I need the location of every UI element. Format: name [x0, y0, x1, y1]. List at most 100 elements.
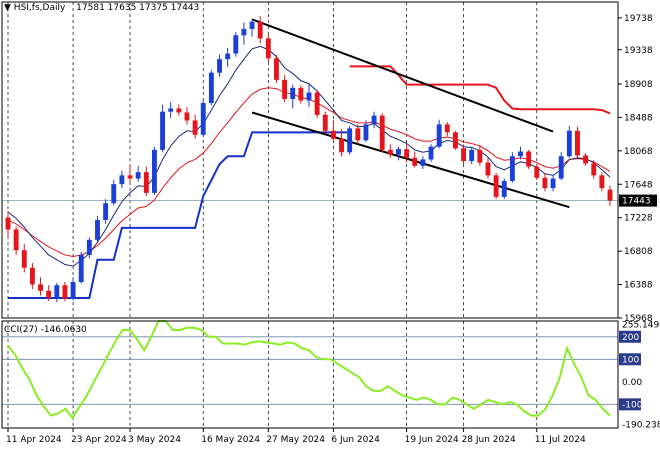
candle-body — [363, 124, 369, 141]
candle-body — [176, 108, 182, 113]
candle-body — [396, 149, 401, 155]
y-axis-label: 16808 — [624, 247, 653, 257]
cci-label: CCI(27) -146.0630 — [4, 325, 87, 335]
trendline — [251, 18, 554, 133]
candle-body — [330, 130, 336, 139]
candle-body — [387, 149, 393, 155]
candle-body — [13, 229, 19, 251]
candle-body — [103, 203, 109, 220]
y-axis-label: 18068 — [624, 147, 653, 157]
candle-body — [542, 177, 548, 189]
x-axis-label: 11 Apr 2024 — [6, 435, 62, 445]
candle-body — [70, 282, 76, 299]
cci-axis-label: -100 — [622, 400, 643, 410]
candle-body — [509, 156, 515, 181]
candle-body — [469, 149, 475, 162]
candle-body — [306, 92, 312, 101]
last-price-box — [619, 194, 657, 207]
candle-body — [558, 156, 564, 179]
candle-body — [314, 92, 320, 115]
candle-body — [38, 284, 43, 291]
candle-body — [78, 254, 84, 283]
x-axis-label: 6 Jun 2024 — [331, 435, 380, 445]
candle-body — [371, 115, 377, 125]
candle-body — [493, 175, 499, 197]
ohlc-readout: 17581 17635 17375 17443 — [76, 3, 200, 13]
candle-body — [127, 175, 133, 179]
candle-body — [241, 28, 247, 36]
candle-body — [257, 21, 263, 39]
candle-body — [135, 172, 141, 179]
candle-body — [444, 124, 450, 133]
y-axis-label: 16388 — [624, 281, 653, 291]
ema-fast-line — [7, 45, 611, 267]
cci-level-box — [619, 330, 641, 343]
y-axis-label: 18908 — [624, 80, 653, 90]
candle-body — [526, 151, 532, 167]
y-axis-label: 19338 — [624, 46, 653, 56]
x-axis-label: 27 May 2024 — [266, 435, 325, 445]
candle-body — [339, 138, 344, 153]
y-axis-label: 15968 — [624, 314, 653, 324]
candle-body — [428, 146, 434, 160]
candle-body — [160, 111, 166, 150]
cci-axis-label: 100 — [622, 355, 639, 365]
y-axis-label: 19738 — [624, 14, 653, 24]
candle-body — [200, 102, 206, 135]
candle-body — [298, 87, 304, 101]
cci-name: CCI(27) — [4, 325, 38, 335]
price-panel-frame — [1, 1, 619, 319]
y-axis-label: 17228 — [624, 214, 653, 224]
candle-body — [208, 72, 214, 103]
candle-body — [355, 128, 361, 141]
candles — [5, 16, 613, 302]
candle-body — [501, 180, 507, 197]
candle-body — [21, 250, 27, 268]
candle-body — [86, 239, 92, 255]
indicator-lines — [7, 18, 611, 299]
candle-body — [225, 53, 231, 60]
candle-body — [379, 115, 385, 150]
candle-body — [607, 189, 613, 201]
candle-body — [290, 87, 296, 99]
candle-body — [111, 184, 117, 204]
cci-panel-frame — [1, 320, 619, 429]
cci-level-box — [619, 353, 641, 366]
candle-body — [477, 149, 483, 163]
candle-body — [550, 178, 556, 189]
candle-body — [534, 166, 540, 178]
candle-body — [184, 112, 190, 121]
candle-body — [119, 175, 125, 185]
candle-body — [412, 157, 418, 166]
candle-body — [192, 120, 198, 135]
cci-axis-label: -190.2381 — [622, 421, 660, 431]
candle-body — [168, 108, 174, 112]
x-axis-label: 3 May 2024 — [128, 435, 181, 445]
candle-body — [46, 290, 52, 298]
x-axis-label: 11 Jul 2024 — [535, 435, 586, 445]
candle-body — [95, 219, 100, 240]
candle-body — [54, 285, 60, 298]
cci-series — [7, 320, 611, 420]
candle-body — [143, 172, 149, 193]
candle-body — [404, 149, 410, 158]
cci-axis-label: 255.1494 — [622, 320, 660, 330]
cci-axis-label: 200 — [622, 333, 639, 343]
grid — [2, 2, 618, 428]
candle-body — [265, 38, 271, 59]
x-axis-label: 16 May 2024 — [201, 435, 260, 445]
candle-body — [599, 175, 605, 189]
y-axis-label: 18488 — [624, 113, 653, 123]
y-axis-label: 17648 — [624, 180, 653, 190]
candle-body — [282, 79, 288, 99]
candle-body — [217, 59, 222, 73]
candle-body — [62, 285, 68, 299]
collapse-triangle-icon[interactable]: ▼ — [4, 3, 11, 13]
x-axis-label: 19 Jun 2024 — [405, 435, 459, 445]
x-axis-label: 28 Jun 2024 — [462, 435, 516, 445]
candle-body — [575, 130, 580, 156]
candle-body — [518, 151, 523, 157]
candle-body — [151, 149, 157, 193]
